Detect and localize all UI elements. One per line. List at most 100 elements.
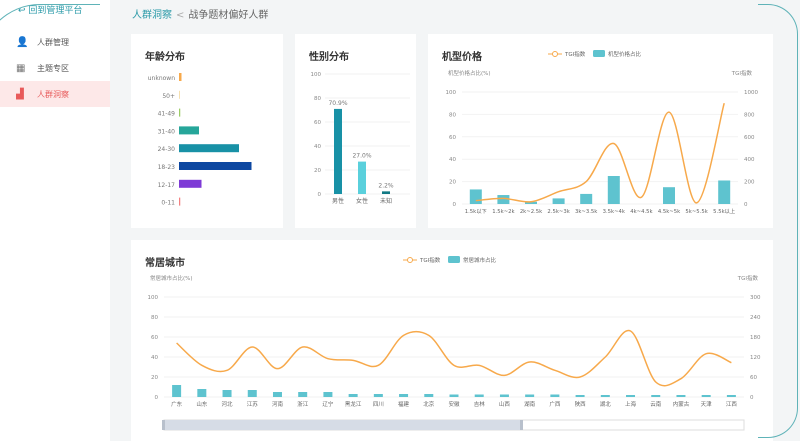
bar xyxy=(222,390,232,397)
bar xyxy=(726,395,736,397)
bar xyxy=(247,390,257,397)
sidebar-item-crowd-management[interactable]: 👤 人群管理 xyxy=(16,36,69,48)
y-tick-label: 0 xyxy=(318,192,322,198)
x-tick-label: 1.5k~2k xyxy=(492,209,515,215)
x-tick-label: 广西 xyxy=(549,400,561,408)
x-tick-label: 山东 xyxy=(196,400,208,408)
bar xyxy=(580,193,593,204)
back-to-admin-link[interactable]: ↩ 回到管理平台 xyxy=(18,6,83,16)
breadcrumb-parent[interactable]: 人群洞察 xyxy=(132,10,172,21)
bar xyxy=(607,176,620,204)
data-label: 2.2% xyxy=(378,182,394,189)
legend-tgi-label: TGI指数 xyxy=(419,256,441,264)
x-tick-label: 4.5k~5k xyxy=(658,209,681,215)
y-tick-label: 20 xyxy=(314,168,321,174)
y-tick-label: 40 xyxy=(314,144,321,150)
breadcrumb: 人群洞察 < 战争题材偏好人群 xyxy=(132,6,268,21)
y-tick-label: 100 xyxy=(311,72,322,78)
legend-bar-label: 常居城市占比 xyxy=(463,256,497,264)
y-axis-title: 常居城市占比(%) xyxy=(150,274,193,282)
legend-tgi-label: TGI指数 xyxy=(564,50,586,58)
y-tick-label: 80 xyxy=(314,96,321,102)
sidebar-item-crowd-insight[interactable]: ▟ 人群洞察 xyxy=(0,81,110,107)
x-tick-label: 4k~4.5k xyxy=(630,209,653,215)
gender-chart: 0 20 40 60 80 100 70.9% 男性 27.0% 女性 2.2% 未知 xyxy=(311,72,410,205)
sidebar-item-topics[interactable]: ▦ 主题专区 xyxy=(16,62,69,74)
y2-tick-label: 600 xyxy=(744,135,755,141)
sidebar: ↩ 回到管理平台 👤 人群管理 ▦ 主题专区 ▟ 人群洞察 xyxy=(0,0,110,441)
legend-bar-label: 机型价格占比 xyxy=(608,50,642,58)
age-tick-label: 18-23 xyxy=(158,164,176,171)
bar xyxy=(348,394,358,397)
scroll-handle-left[interactable] xyxy=(162,420,165,430)
bar xyxy=(600,395,610,397)
scroll-selection[interactable] xyxy=(164,420,521,430)
breadcrumb-current: 战争题材偏好人群 xyxy=(188,10,269,21)
bar xyxy=(663,187,675,204)
bar-chart-icon: ▟ xyxy=(16,88,24,100)
age-chart: unknown 50+ 41-49 31-40 24-30 18-23 12-17 0-11 xyxy=(148,73,252,207)
breadcrumb-separator: < xyxy=(176,10,185,21)
x-tick-label: 黑龙江 xyxy=(345,400,362,408)
x-tick-label: 江西 xyxy=(726,401,738,408)
x-tick-label: 辽宁 xyxy=(322,400,334,408)
data-label: 70.9% xyxy=(328,100,347,107)
x-tick-label: 3.5k~4k xyxy=(603,209,626,215)
x-tick-label: 广东 xyxy=(171,400,183,408)
price-title: 机型价格 xyxy=(442,52,482,63)
x-tick-label: 3k~3.5k xyxy=(575,209,598,215)
y-tick-label: 100 xyxy=(446,90,457,96)
x-tick-label: 5k~5.5k xyxy=(685,209,708,215)
y-tick-label: 0 xyxy=(453,202,457,208)
age-tick-label: 24-30 xyxy=(158,146,176,153)
data-label: 27.0% xyxy=(352,153,371,160)
gender-bar xyxy=(358,161,366,194)
x-tick-label: 陕西 xyxy=(575,400,587,408)
age-card: 年龄分布 unknown 50+ 41-49 31-40 24-30 18-23 12-17… xyxy=(131,34,283,228)
y2-tick-label: 240 xyxy=(750,315,761,321)
y2-tick-label: 1000 xyxy=(744,90,758,96)
y-tick-label: 60 xyxy=(151,335,158,341)
y2-axis-title: TGI指数 xyxy=(737,274,759,282)
x-tick-label: 吉林 xyxy=(474,400,486,408)
y2-tick-label: 60 xyxy=(750,375,757,381)
bar xyxy=(552,198,565,204)
y-tick-label: 0 xyxy=(155,395,159,401)
y2-tick-label: 400 xyxy=(744,157,755,163)
y2-tick-label: 800 xyxy=(744,112,755,118)
bar xyxy=(272,392,282,397)
bar xyxy=(172,385,182,397)
y-tick-label: 60 xyxy=(449,135,456,141)
city-card: 常居城市 TGI指数 常居城市占比 常居城市占比(%) TGI指数 0 0 20 60 40 12… xyxy=(131,240,773,441)
bar xyxy=(651,395,661,397)
city-title: 常居城市 xyxy=(145,258,185,269)
y-tick-label: 20 xyxy=(151,375,158,381)
x-tick-label: 女性 xyxy=(356,197,368,205)
x-tick-label: 江苏 xyxy=(247,400,259,408)
age-bar xyxy=(179,73,182,81)
age-tick-label: 12-17 xyxy=(158,182,176,189)
gender-bar xyxy=(382,191,390,194)
x-tick-label: 山西 xyxy=(499,400,511,408)
bar xyxy=(718,180,731,204)
tgi-line xyxy=(176,329,732,387)
x-tick-label: 男性 xyxy=(332,197,344,205)
y-axis-title: 机型价格占比(%) xyxy=(448,69,491,77)
main-content: 人群洞察 < 战争题材偏好人群 年龄分布 unknown 50+ 41-49 31-40 2… xyxy=(110,0,800,441)
x-tick-label: 河南 xyxy=(272,400,284,408)
x-tick-label: 湖南 xyxy=(524,400,536,408)
bar xyxy=(575,395,585,397)
y-tick-label: 40 xyxy=(449,157,456,163)
age-bar xyxy=(179,162,252,170)
x-tick-label: 1.5k以下 xyxy=(465,208,487,215)
y2-tick-label: 200 xyxy=(744,180,755,186)
age-bar xyxy=(179,126,199,135)
gender-bar xyxy=(334,108,342,194)
age-tick-label: 41-49 xyxy=(158,111,176,118)
gender-title: 性别分布 xyxy=(309,52,349,63)
y2-tick-label: 180 xyxy=(750,335,761,341)
bar xyxy=(550,394,560,397)
scroll-handle-right[interactable] xyxy=(520,420,523,430)
age-bar xyxy=(179,90,180,99)
